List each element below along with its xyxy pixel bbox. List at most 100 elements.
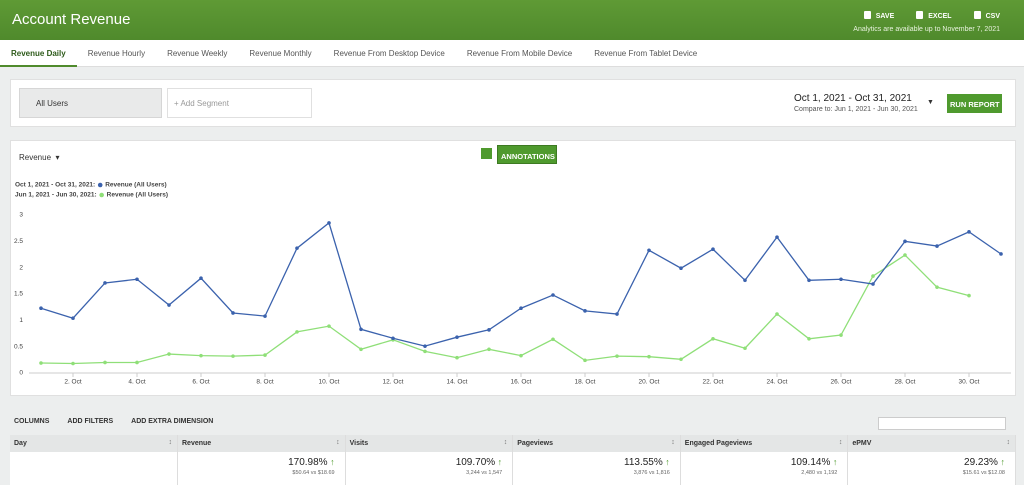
search-box[interactable]: [878, 417, 1006, 430]
data-point: [647, 248, 651, 253]
metric-select[interactable]: Revenue ▾: [19, 153, 60, 162]
table-cell: 109.14% 2,480 vs 1,192: [680, 452, 848, 485]
data-point: [295, 330, 299, 334]
data-point: [647, 354, 651, 359]
data-point: [679, 357, 683, 362]
excel-button[interactable]: EXCEL: [916, 11, 951, 20]
data-point: [167, 352, 171, 356]
data-point: [231, 354, 235, 358]
tab[interactable]: Revenue From Mobile Device: [466, 49, 573, 58]
column-header[interactable]: Revenue: [178, 435, 345, 452]
data-point: [39, 361, 43, 365]
tab[interactable]: Revenue Monthly: [249, 49, 312, 58]
data-point: [295, 246, 299, 250]
y-tick-label: 2: [19, 264, 23, 271]
legend-name: Revenue (All Users): [107, 192, 168, 199]
table-column: ePMV 29.23% $15.61 vs $12.08: [848, 435, 1016, 485]
run-report-button[interactable]: RUN REPORT: [947, 94, 1002, 113]
page-title: Account Revenue: [12, 11, 131, 28]
annotations-checkbox[interactable]: [481, 148, 492, 159]
filters-button[interactable]: ADD FILTERS: [67, 418, 114, 425]
date-dropdown[interactable]: ▼: [927, 99, 934, 106]
tab[interactable]: Revenue From Tablet Device: [594, 49, 698, 58]
data-point: [807, 336, 811, 341]
column-header[interactable]: Visits: [345, 435, 513, 452]
data-point: [359, 347, 363, 352]
series-line: [40, 221, 1002, 347]
x-tick-label: 6. Oct: [192, 379, 210, 386]
change-value: 29.23%: [848, 457, 1005, 468]
data-point: [839, 277, 843, 282]
column-header[interactable]: Engaged Pageviews: [680, 435, 848, 452]
comparison: $15.61 vs $12.08: [962, 470, 1005, 476]
table-cell: 113.55% 3,876 vs 1,816: [513, 452, 680, 485]
table-cell: 109.70% 3,244 vs 1,547: [345, 452, 513, 485]
data-point: [455, 355, 459, 360]
data-point: [423, 344, 427, 348]
table-cell: [10, 452, 177, 485]
x-tick-label: 30. Oct: [959, 379, 980, 386]
x-tick-label: 26. Oct: [831, 379, 852, 386]
x-tick-label: 2. Oct: [64, 379, 82, 386]
data-point: [999, 252, 1003, 256]
y-tick-label: 3: [19, 212, 23, 219]
date-range[interactable]: Oct 1, 2021 - Oct 31, 2021: [794, 93, 912, 104]
table-column: Pageviews 113.55% 3,876 vs 1,816: [513, 435, 681, 485]
data-point: [199, 276, 203, 280]
change-value: 170.98%: [178, 457, 335, 468]
data-point: [263, 314, 267, 318]
data-point: [391, 336, 395, 341]
data-point: [39, 306, 43, 311]
y-tick-label: 0.5: [14, 343, 23, 350]
metric-label: Revenue: [19, 153, 52, 162]
data-point: [839, 333, 843, 337]
table-toolbar: COLUMNS ADD FILTERS ADD EXTRA DIMENSION: [14, 418, 213, 425]
series-line: [40, 254, 970, 365]
data-point: [615, 354, 619, 358]
tab[interactable]: Revenue From Desktop Device: [333, 49, 445, 58]
data-point: [327, 324, 331, 328]
legend-name: Revenue (All Users): [105, 182, 166, 189]
data-point: [775, 235, 779, 239]
availability-note: Analytics are available up to November 7…: [853, 26, 1000, 33]
change-value: 109.70%: [346, 457, 503, 468]
header: Account Revenue SAVE EXCEL CSV Analytics…: [0, 0, 1024, 40]
tab[interactable]: Revenue Daily: [0, 40, 77, 67]
x-tick-label: 24. Oct: [767, 379, 788, 386]
column-header[interactable]: ePMV: [848, 435, 1015, 452]
table-column: Day: [10, 435, 178, 485]
data-point: [71, 316, 75, 321]
y-tick-label: 1.5: [14, 291, 23, 298]
table-column: Engaged Pageviews 109.14% 2,480 vs 1,192: [680, 435, 849, 485]
column-header[interactable]: Pageviews: [513, 435, 680, 452]
segment-selected[interactable]: All Users: [19, 88, 162, 118]
data-point: [519, 306, 523, 311]
data-point: [135, 360, 139, 365]
x-tick-label: 12. Oct: [383, 379, 404, 386]
x-tick-label: 10. Oct: [319, 379, 340, 386]
data-point: [103, 360, 107, 365]
tab[interactable]: Revenue Weekly: [167, 49, 228, 58]
data-point: [935, 285, 939, 289]
compare-range: Compare to: Jun 1, 2021 - Jun 30, 2021: [794, 106, 918, 113]
columns-button[interactable]: COLUMNS: [14, 418, 50, 425]
data-point: [199, 353, 203, 358]
table: DayRevenue170.98%$50.64 vs $18.69Visits1…: [10, 435, 1016, 485]
dimension-button[interactable]: ADD EXTRA DIMENSION: [131, 418, 214, 425]
comparison: $50.64 vs $18.69: [292, 470, 335, 476]
x-tick-label: 22. Oct: [703, 379, 724, 386]
table-cell: 170.98% $50.64 vs $18.69: [178, 452, 345, 485]
tab[interactable]: Revenue Hourly: [87, 49, 146, 58]
column-header[interactable]: Day: [10, 435, 177, 452]
csv-button[interactable]: CSV: [974, 11, 1000, 20]
x-tick-label: 20. Oct: [639, 379, 660, 386]
legend-period: Oct 1, 2021 - Oct 31, 2021:: [15, 182, 95, 189]
annotations-button[interactable]: ANNOTATIONS: [497, 145, 557, 164]
add-segment[interactable]: + Add Segment: [167, 88, 312, 118]
y-tick-label: 2.5: [14, 238, 23, 245]
save-button[interactable]: SAVE: [864, 11, 895, 20]
data-point: [71, 361, 75, 366]
change-value: 113.55%: [513, 457, 670, 468]
data-point: [871, 274, 875, 278]
